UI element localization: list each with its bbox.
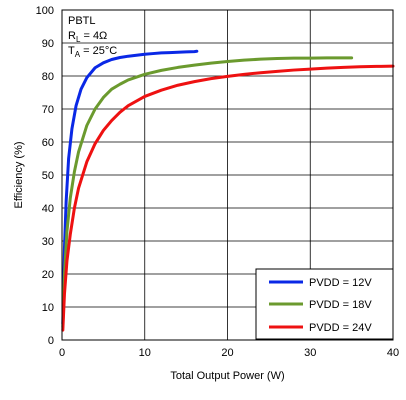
annotation-temperature-subscript: A [75, 50, 81, 59]
annotation-load-value: = 4Ω [80, 30, 107, 42]
annotation-temperature-value: = 25°C [80, 45, 117, 57]
x-axis-label: Total Output Power (W) [170, 370, 284, 382]
series-line-1 [61, 56, 354, 329]
series-lines [61, 49, 395, 332]
y-tick-label-40: 40 [42, 203, 54, 215]
y-tick-labels: 0 10 20 30 40 50 60 70 80 90 100 [36, 5, 54, 347]
y-tick-label-0: 0 [48, 335, 54, 347]
x-tick-label-20: 20 [221, 347, 233, 359]
condition-annotation: PBTL RL = 4Ω TA = 25°C [68, 15, 117, 59]
y-tick-label-10: 10 [42, 302, 54, 314]
annotation-load: RL = 4Ω [68, 30, 107, 44]
series-line-0 [61, 49, 199, 325]
y-tick-label-30: 30 [42, 236, 54, 248]
x-tick-label-30: 30 [304, 347, 316, 359]
y-axis-label: Efficiency (%) [13, 141, 25, 208]
series-line-2 [61, 64, 395, 332]
y-tick-label-80: 80 [42, 71, 54, 83]
annotation-load-symbol: R [68, 30, 76, 42]
x-tick-label-0: 0 [59, 347, 65, 359]
y-tick-label-60: 60 [42, 137, 54, 149]
grid-lines [62, 10, 393, 340]
x-tick-label-40: 40 [387, 347, 399, 359]
legend-label-24v: PVDD = 24V [309, 322, 372, 334]
annotation-config: PBTL [68, 15, 96, 27]
legend-label-12v: PVDD = 12V [309, 277, 372, 289]
legend-label-18v: PVDD = 18V [309, 299, 372, 311]
x-tick-label-10: 10 [139, 347, 151, 359]
annotation-temperature-symbol: T [68, 45, 75, 57]
x-tick-labels: 0 10 20 30 40 [59, 347, 399, 359]
y-tick-label-90: 90 [42, 38, 54, 50]
annotation-temperature: TA = 25°C [68, 45, 117, 59]
y-tick-label-100: 100 [36, 5, 54, 17]
y-tick-label-20: 20 [42, 269, 54, 281]
legend: PVDD = 12V PVDD = 18V PVDD = 24V [255, 268, 394, 340]
y-tick-label-70: 70 [42, 104, 54, 116]
y-tick-label-50: 50 [42, 170, 54, 182]
plot-frame [61, 9, 394, 341]
annotation-load-subscript: L [76, 35, 81, 44]
